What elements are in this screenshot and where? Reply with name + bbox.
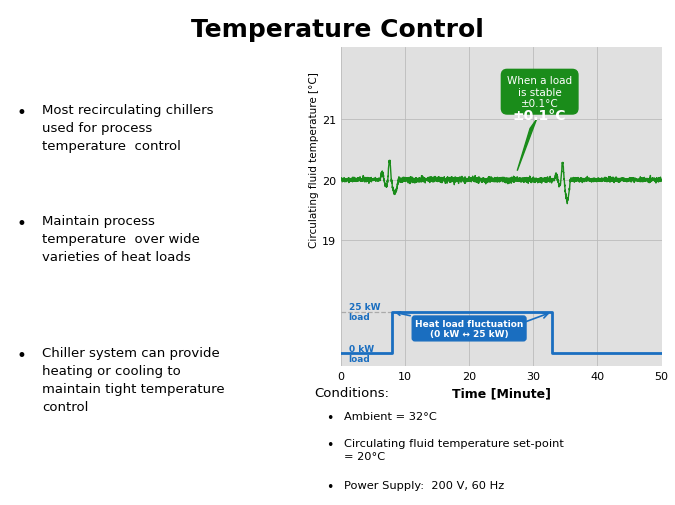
Text: •: • [17,104,27,122]
Text: Ambient = 32°C: Ambient = 32°C [344,412,437,422]
X-axis label: Time [Minute]: Time [Minute] [452,386,551,399]
Text: Temperature Control: Temperature Control [191,18,484,41]
Polygon shape [517,120,537,171]
Text: •: • [17,346,27,364]
Text: When a load
is stable
±0.1°C: When a load is stable ±0.1°C [507,76,572,118]
Text: •: • [326,412,333,425]
Text: •: • [326,480,333,493]
Text: Heat load fluctuation
(0 kW ↔ 25 kW): Heat load fluctuation (0 kW ↔ 25 kW) [397,312,523,338]
Text: Conditions:: Conditions: [314,386,389,399]
Text: Most recirculating chillers
used for process
temperature  control: Most recirculating chillers used for pro… [42,104,213,153]
Text: Maintain process
temperature  over wide
varieties of heat loads: Maintain process temperature over wide v… [42,215,200,264]
Text: ±0.1°C: ±0.1°C [513,109,566,122]
Text: •: • [17,215,27,233]
Text: Power Supply:  200 V, 60 Hz: Power Supply: 200 V, 60 Hz [344,480,504,490]
Text: Circulating fluid temperature set-point
= 20°C: Circulating fluid temperature set-point … [344,438,564,461]
Y-axis label: Circulating fluid temperature [°C]: Circulating fluid temperature [°C] [309,72,319,247]
Text: Chiller system can provide
heating or cooling to
maintain tight temperature
cont: Chiller system can provide heating or co… [42,346,225,413]
Text: •: • [326,438,333,451]
Text: 0 kW
load: 0 kW load [348,344,374,364]
Text: 25 kW
load: 25 kW load [348,302,380,322]
